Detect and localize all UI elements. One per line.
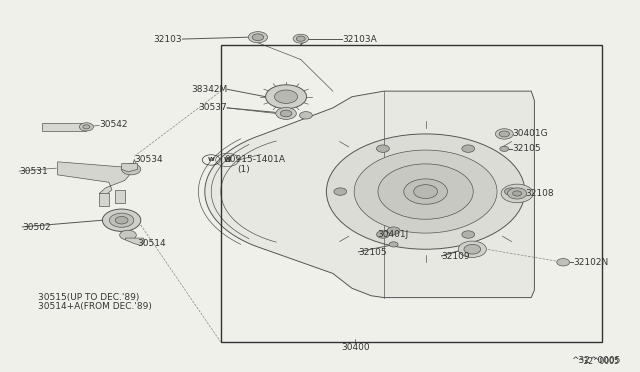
- Circle shape: [83, 125, 90, 129]
- Circle shape: [462, 145, 475, 153]
- Text: 30534: 30534: [134, 155, 163, 164]
- Text: 30537: 30537: [198, 103, 227, 112]
- Circle shape: [513, 191, 522, 196]
- Circle shape: [275, 90, 298, 103]
- Text: 30401G: 30401G: [512, 129, 548, 138]
- Circle shape: [266, 85, 307, 109]
- Text: 30542: 30542: [99, 120, 128, 129]
- Polygon shape: [205, 91, 534, 298]
- Circle shape: [413, 185, 438, 199]
- Text: 32109: 32109: [442, 252, 470, 261]
- Circle shape: [504, 188, 517, 195]
- Circle shape: [79, 123, 93, 131]
- Text: (1): (1): [237, 165, 250, 174]
- Text: ^32^0005: ^32^0005: [578, 357, 620, 366]
- Circle shape: [376, 231, 389, 238]
- Circle shape: [334, 188, 347, 195]
- Text: W: W: [223, 157, 231, 163]
- Circle shape: [354, 150, 497, 233]
- Text: 32103: 32103: [154, 35, 182, 44]
- Circle shape: [280, 110, 292, 117]
- Text: 30531: 30531: [19, 167, 48, 176]
- Circle shape: [462, 231, 475, 238]
- Circle shape: [387, 227, 400, 234]
- Circle shape: [508, 188, 527, 199]
- Circle shape: [464, 244, 481, 254]
- Text: 30515(UP TO DEC.'89): 30515(UP TO DEC.'89): [38, 293, 140, 302]
- Circle shape: [296, 36, 305, 41]
- Text: 30401J: 30401J: [378, 230, 409, 239]
- Text: ^32^0005: ^32^0005: [572, 356, 621, 365]
- Circle shape: [109, 213, 134, 227]
- Text: 32105: 32105: [358, 248, 387, 257]
- Polygon shape: [122, 164, 138, 172]
- Circle shape: [404, 179, 447, 204]
- Text: 32108: 32108: [525, 189, 554, 198]
- Text: 32103A: 32103A: [342, 35, 377, 44]
- Text: 38342M: 38342M: [191, 85, 227, 94]
- Circle shape: [557, 259, 570, 266]
- Circle shape: [300, 112, 312, 119]
- Circle shape: [389, 242, 398, 247]
- Text: 32102N: 32102N: [573, 258, 608, 267]
- Circle shape: [248, 32, 268, 43]
- Text: 30514: 30514: [138, 239, 166, 248]
- Circle shape: [500, 146, 509, 151]
- Circle shape: [276, 108, 296, 119]
- Circle shape: [326, 134, 525, 249]
- Circle shape: [122, 164, 141, 175]
- Circle shape: [376, 145, 389, 153]
- Text: 30514+A(FROM DEC.'89): 30514+A(FROM DEC.'89): [38, 302, 152, 311]
- Circle shape: [252, 34, 264, 41]
- Circle shape: [120, 230, 136, 240]
- Text: 32105: 32105: [512, 144, 541, 153]
- Text: 30400: 30400: [341, 343, 369, 352]
- Circle shape: [495, 129, 513, 139]
- Circle shape: [458, 241, 486, 257]
- Text: W: W: [208, 157, 214, 163]
- Bar: [42, 123, 86, 131]
- Text: 00915-1401A: 00915-1401A: [224, 155, 285, 164]
- Circle shape: [102, 209, 141, 231]
- Circle shape: [501, 184, 533, 203]
- Polygon shape: [58, 162, 131, 195]
- Polygon shape: [99, 193, 109, 206]
- Circle shape: [499, 131, 509, 137]
- Circle shape: [115, 217, 128, 224]
- Bar: [221, 45, 602, 342]
- Circle shape: [378, 164, 473, 219]
- Text: 30502: 30502: [22, 223, 51, 232]
- Polygon shape: [125, 238, 145, 246]
- Polygon shape: [115, 190, 125, 203]
- Circle shape: [293, 34, 308, 43]
